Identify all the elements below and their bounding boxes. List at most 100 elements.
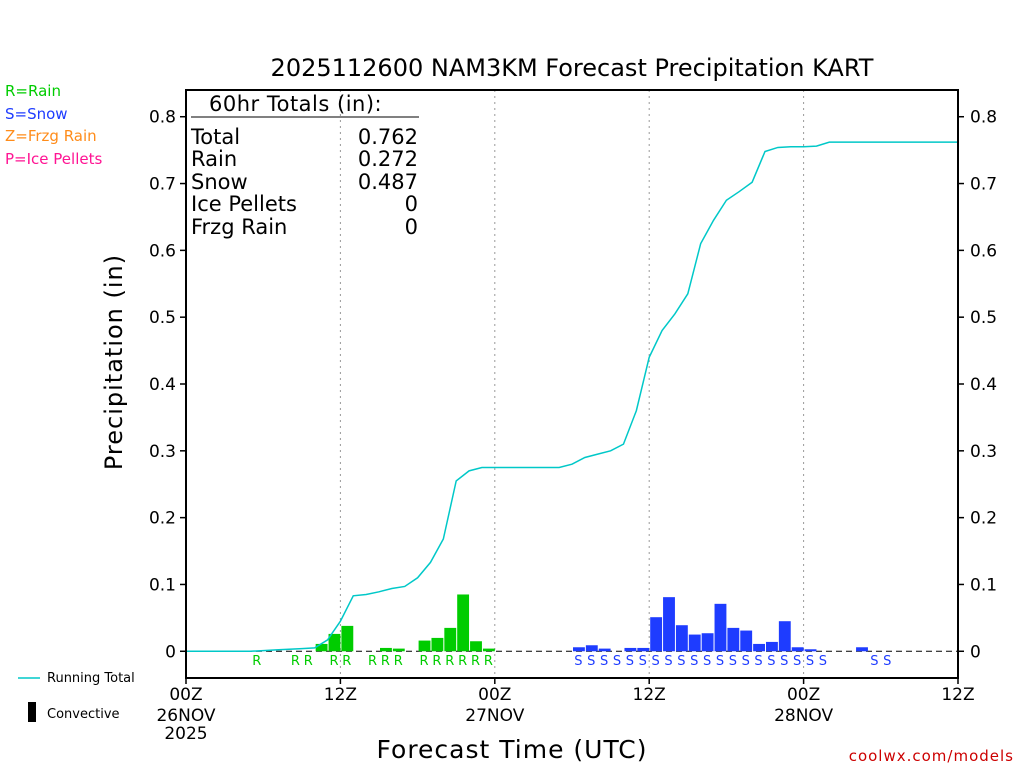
convective-legend-swatch [28, 702, 36, 722]
totals-label-total: Total [190, 125, 240, 149]
legend-snow: S=Snow [5, 105, 68, 123]
snow-type-letter: S [806, 654, 814, 669]
snow-bar [650, 617, 663, 652]
totals-box: 60hr Totals (in): Total 0.762 Rain 0.272… [190, 92, 419, 239]
y-tick-label-right: 0.6 [970, 241, 997, 261]
totals-label-ice-pellets: Ice Pellets [191, 192, 297, 216]
rain-type-letter: R [381, 654, 390, 669]
y-tick-label-right: 0.3 [970, 442, 997, 462]
snow-type-letter: S [690, 654, 698, 669]
snow-type-letter: S [729, 654, 737, 669]
totals-heading: 60hr Totals (in): [209, 92, 382, 116]
snow-type-letter: S [716, 654, 724, 669]
legend-frzg-rain: Z=Frzg Rain [5, 127, 97, 145]
x-tick-label: 00Z [169, 685, 202, 705]
y-tick-label-left: 0.2 [149, 509, 176, 529]
x-tick-label: 12Z [941, 685, 974, 705]
totals-label-rain: Rain [191, 147, 237, 171]
snow-bar [675, 625, 688, 652]
totals-label-snow: Snow [191, 170, 248, 194]
precip-type-legend: R=Rain S=Snow Z=Frzg Rain P=Ice Pellets [5, 82, 102, 168]
x-tick-date: 26NOV [156, 706, 215, 726]
x-tick-date: 28NOV [774, 706, 833, 726]
snow-type-letter: S [677, 654, 685, 669]
snow-type-letter: S [652, 654, 660, 669]
totals-value-total: 0.762 [358, 125, 418, 149]
totals-value-rain: 0.272 [358, 147, 418, 171]
rain-bar [457, 594, 470, 652]
y-tick-label-right: 0.8 [970, 108, 997, 128]
snow-type-letter: S [793, 654, 801, 669]
rain-bar [380, 647, 392, 652]
snow-bar [766, 641, 778, 652]
running-total-line [186, 141, 958, 653]
snow-type-letter: S [754, 654, 762, 669]
rain-type-letter: R [484, 654, 493, 669]
y-tick-label-right: 0.1 [970, 575, 997, 595]
snow-bar [727, 627, 740, 652]
snow-type-letter: S [870, 654, 878, 669]
rain-type-letter: R [368, 654, 377, 669]
snow-bar [688, 634, 701, 652]
y-tick-label-right: 0.4 [970, 375, 997, 395]
rain-type-letter: R [329, 654, 338, 669]
y-axis-left: 0 0.1 0.2 0.3 0.4 0.5 0.6 0.7 0.8 [149, 108, 186, 662]
totals-value-snow: 0.487 [358, 170, 418, 194]
rain-type-letter: R [304, 654, 313, 669]
legend-ice-pellets: P=Ice Pellets [5, 150, 102, 168]
rain-bar [470, 641, 482, 652]
snow-bar [740, 630, 753, 652]
snow-bar [791, 647, 804, 652]
x-tick-label: 00Z [787, 685, 820, 705]
rain-type-letter: R [432, 654, 441, 669]
rain-type-letter: R [471, 654, 480, 669]
snow-type-letter: S [780, 654, 788, 669]
x-tick-label: 00Z [478, 685, 511, 705]
chart-title: 2025112600 NAM3KM Forecast Precipitation… [271, 54, 874, 82]
credit-text: coolwx.com/models [849, 747, 1014, 765]
snow-bar [585, 645, 598, 652]
snow-type-letter: S [574, 654, 582, 669]
rain-bar [328, 633, 341, 652]
rain-bar [418, 640, 431, 652]
snow-bar [663, 597, 675, 652]
x-tick-date: 27NOV [465, 706, 524, 726]
snow-type-letter: S [664, 654, 672, 669]
snow-type-letter: S [703, 654, 711, 669]
rain-bar [315, 643, 328, 652]
convective-legend-label: Convective [47, 707, 120, 722]
y-tick-label-left: 0.7 [149, 175, 176, 195]
bottom-legend: Running Total Convective [18, 671, 135, 722]
grid-lines [339, 90, 805, 678]
snow-type-letter: S [767, 654, 775, 669]
x-tick-label: 12Z [324, 685, 357, 705]
rain-bars [315, 594, 495, 652]
snow-bar [753, 643, 765, 652]
rain-type-letter: R [420, 654, 429, 669]
snow-bar [856, 647, 868, 652]
totals-value-ice-pellets: 0 [405, 192, 418, 216]
x-tick-label: 12Z [633, 685, 666, 705]
x-tick-year: 2025 [164, 724, 207, 744]
snow-bar [701, 633, 714, 652]
y-tick-label-left: 0.4 [149, 375, 176, 395]
snow-type-letter: S [819, 654, 827, 669]
rain-type-letter: R [342, 654, 351, 669]
rain-bar [392, 648, 405, 652]
legend-rain: R=Rain [5, 82, 61, 100]
totals-label-frzg-rain: Frzg Rain [191, 215, 287, 239]
x-axis-title: Forecast Time (UTC) [377, 735, 648, 764]
y-tick-label-right: 0.5 [970, 308, 997, 328]
snow-type-letter: S [883, 654, 891, 669]
snow-type-letter: S [613, 654, 621, 669]
y-tick-label-right: 0.7 [970, 175, 997, 195]
snow-bar [778, 621, 791, 652]
y-tick-label-right: 0 [970, 642, 981, 662]
snow-bar [714, 603, 727, 652]
running-total-legend-label: Running Total [47, 671, 135, 686]
y-tick-label-right: 0.2 [970, 509, 997, 529]
rain-type-letter: R [252, 654, 261, 669]
rain-bar [431, 637, 444, 652]
y-tick-label-left: 0.8 [149, 108, 176, 128]
